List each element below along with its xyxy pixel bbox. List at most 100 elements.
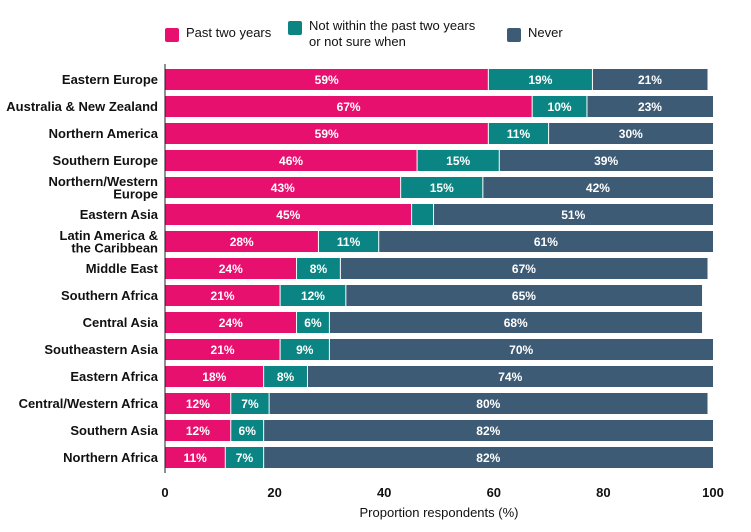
bar-never-southeastern-asia <box>329 339 713 360</box>
category-label-line: Middle East <box>86 261 159 276</box>
legend: Past two years Not within the past two y… <box>165 18 725 58</box>
bar-value-label: 28% <box>230 235 254 249</box>
bar-value-label: 59% <box>315 127 339 141</box>
category-label-line: Northern America <box>49 126 159 141</box>
bar-value-label: 9% <box>296 343 314 357</box>
category-label-southern-africa: Southern Africa <box>61 288 159 303</box>
bar-value-label: 7% <box>241 397 259 411</box>
category-label-southeastern-asia: Southeastern Asia <box>44 342 158 357</box>
bar-past-two-years-northern-western-europe <box>165 177 401 198</box>
category-label-line: Southern Africa <box>61 288 159 303</box>
category-label-line: Southern Europe <box>53 153 158 168</box>
bar-past-two-years-southern-africa <box>165 285 281 306</box>
bar-never-eastern-asia <box>433 204 713 225</box>
bar-past-two-years-southern-europe <box>165 150 418 171</box>
category-label-southern-europe: Southern Europe <box>53 153 158 168</box>
bar-value-label: 15% <box>446 154 470 168</box>
bar-never-eastern-europe <box>592 69 708 90</box>
category-label-southern-asia: Southern Asia <box>70 423 158 438</box>
bar-past-two-years-latin-america-the-caribbean <box>165 231 319 252</box>
bar-past-two-years-australia-new-zealand <box>165 96 533 117</box>
bar-value-label: 51% <box>561 208 585 222</box>
bar-not-within-the-past-two-years-or-not-sure-when-southern-europe <box>417 150 500 171</box>
bar-never-australia-new-zealand <box>586 96 713 117</box>
legend-item-never: Never <box>507 25 563 42</box>
bar-not-within-the-past-two-years-or-not-sure-when-southern-asia <box>230 420 264 441</box>
x-tick-label: 0 <box>161 485 168 500</box>
bar-not-within-the-past-two-years-or-not-sure-when-australia-new-zealand <box>532 96 587 117</box>
legend-swatch-never <box>507 28 521 42</box>
bar-past-two-years-southeastern-asia <box>165 339 281 360</box>
bar-value-label: 11% <box>507 127 531 141</box>
bar-past-two-years-eastern-asia <box>165 204 412 225</box>
bar-value-label: 11% <box>337 235 361 249</box>
category-label-eastern-asia: Eastern Asia <box>80 207 159 222</box>
bar-value-label: 24% <box>219 316 243 330</box>
bar-not-within-the-past-two-years-or-not-sure-when-central-western-africa <box>230 393 270 414</box>
bar-never-central-asia <box>329 312 703 333</box>
bar-not-within-the-past-two-years-or-not-sure-when-eastern-europe <box>488 69 593 90</box>
bar-not-within-the-past-two-years-or-not-sure-when-southern-africa <box>280 285 346 306</box>
legend-label-past-two-years: Past two years <box>186 25 272 40</box>
category-label-northern-western-europe: Northern/Western Europe <box>48 174 158 202</box>
legend-label-never: Never <box>528 25 563 40</box>
bar-never-latin-america-the-caribbean <box>378 231 713 252</box>
bar-past-two-years-eastern-africa <box>165 366 264 387</box>
category-label-line: Eastern Asia <box>80 207 159 222</box>
bar-value-label: 15% <box>430 181 454 195</box>
category-label-line: Eastern Europe <box>62 72 158 87</box>
category-label-line: Southern Asia <box>70 423 158 438</box>
bar-value-label: 43% <box>271 181 295 195</box>
x-axis-title: Proportion respondents (%) <box>360 505 519 520</box>
category-label-northern-africa: Northern Africa <box>63 450 159 465</box>
bar-never-middle-east <box>340 258 708 279</box>
category-label-central-western-africa: Central/Western Africa <box>19 396 159 411</box>
x-tick-label: 80 <box>596 485 610 500</box>
bar-past-two-years-central-western-africa <box>165 393 231 414</box>
bar-never-southern-europe <box>499 150 713 171</box>
bar-value-label: 12% <box>186 397 210 411</box>
bar-past-two-years-northern-africa <box>165 447 226 468</box>
bar-value-label: 82% <box>476 424 500 438</box>
bar-value-label: 74% <box>498 370 522 384</box>
bar-never-northern-africa <box>263 447 713 468</box>
bar-never-eastern-africa <box>307 366 713 387</box>
bar-value-label: 80% <box>476 397 500 411</box>
bar-value-label: 67% <box>337 100 361 114</box>
bar-value-label: 8% <box>277 370 295 384</box>
bar-not-within-the-past-two-years-or-not-sure-when-middle-east <box>296 258 341 279</box>
bar-value-label: 23% <box>638 100 662 114</box>
category-label-middle-east: Middle East <box>86 261 159 276</box>
bar-value-label: 6% <box>239 424 257 438</box>
category-label-line: Northern Africa <box>63 450 159 465</box>
bar-value-label: 24% <box>219 262 243 276</box>
bar-past-two-years-southern-asia <box>165 420 231 441</box>
legend-label-line: Not within the past two years <box>309 18 476 33</box>
bar-value-label: 61% <box>534 235 558 249</box>
category-label-latin-america-the-caribbean: Latin America & the Caribbean <box>60 228 159 256</box>
bar-value-label: 21% <box>211 343 235 357</box>
category-label-central-asia: Central Asia <box>83 315 159 330</box>
category-label-line: the Caribbean <box>71 240 158 255</box>
bar-value-label: 67% <box>512 262 536 276</box>
bar-past-two-years-central-asia <box>165 312 297 333</box>
bar-past-two-years-eastern-europe <box>165 69 489 90</box>
bar-never-northern-america <box>548 123 713 144</box>
bar-value-label: 59% <box>315 73 339 87</box>
bar-value-label: 18% <box>202 370 226 384</box>
category-label-australia-new-zealand: Australia & New Zealand <box>6 99 158 114</box>
legend-label-not-within-two-years: Not within the past two years or not sur… <box>309 18 475 50</box>
legend-swatch-past-two-years <box>165 28 179 42</box>
legend-label-line: or not sure when <box>309 34 406 49</box>
x-tick-label: 40 <box>377 485 391 500</box>
legend-item-past-two-years: Past two years <box>165 25 271 42</box>
bar-value-label: 10% <box>548 100 572 114</box>
bar-value-label: 11% <box>183 451 207 465</box>
category-label-northern-america: Northern America <box>49 126 159 141</box>
bar-value-label: 46% <box>279 154 303 168</box>
category-label-line: Europe <box>113 186 158 201</box>
bar-value-label: 6% <box>304 316 322 330</box>
bar-not-within-the-past-two-years-or-not-sure-when-eastern-asia <box>411 204 434 225</box>
bar-value-label: 45% <box>276 208 300 222</box>
